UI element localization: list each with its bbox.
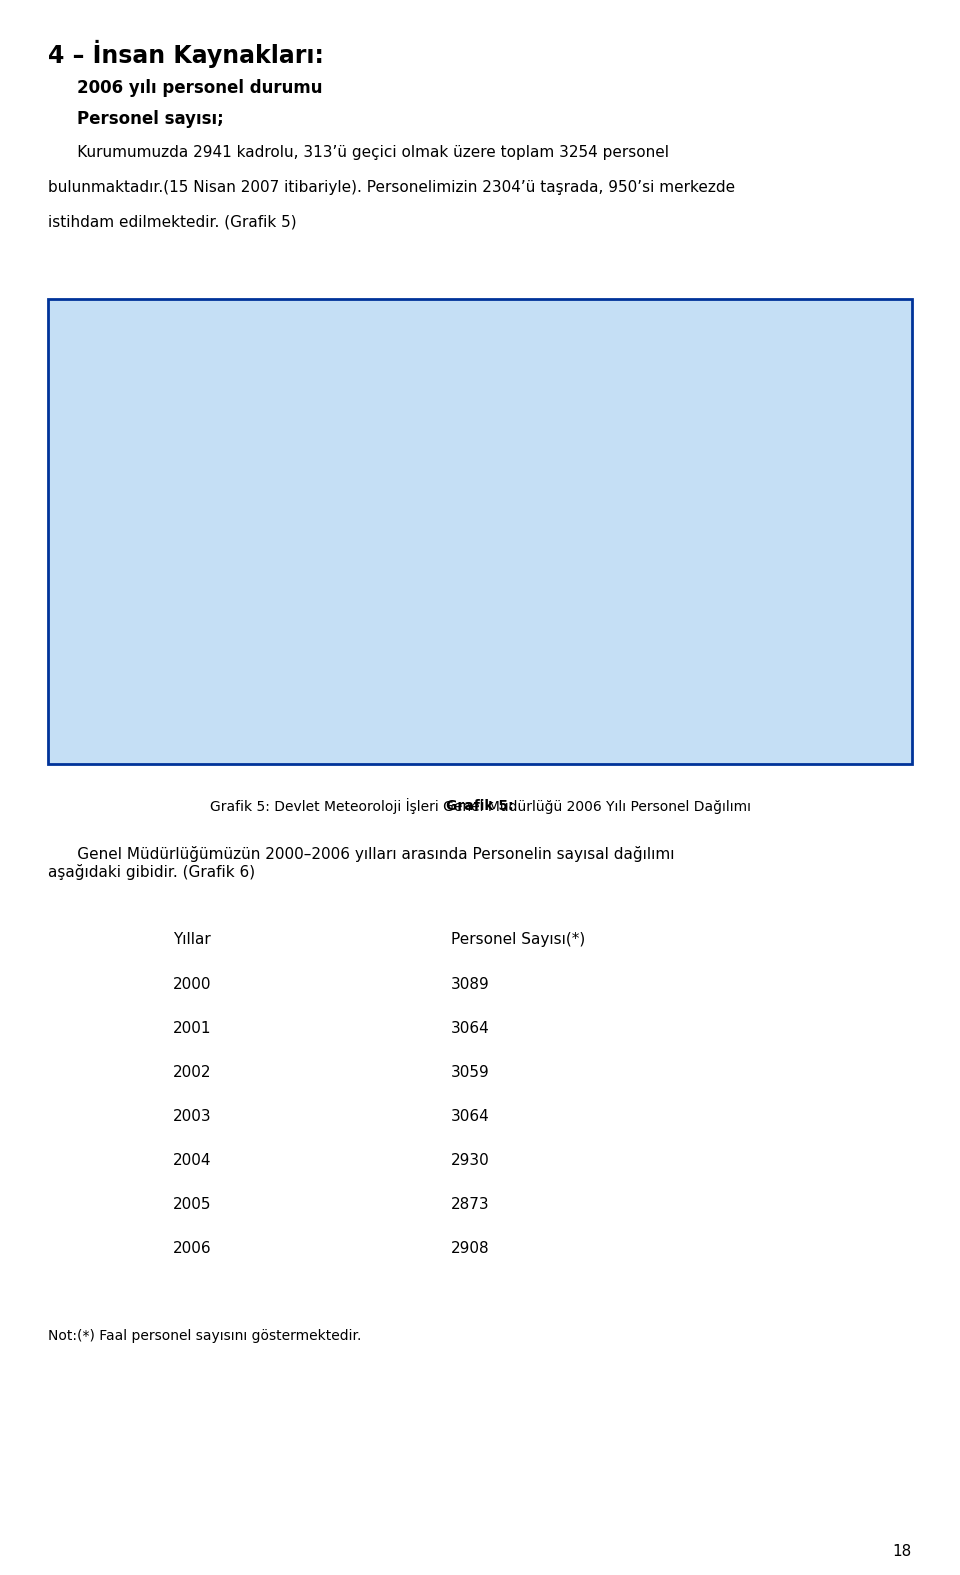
Bar <box>304 554 458 677</box>
Bar <box>381 554 394 677</box>
Bar <box>304 554 317 677</box>
Text: 2304: 2304 <box>617 362 657 376</box>
Bar <box>461 698 494 739</box>
Text: 3089: 3089 <box>451 976 490 992</box>
Text: Kurumumuzda 2941 kadrolu, 313’ü geçici olmak üzere toplam 3254 personel: Kurumumuzda 2941 kadrolu, 313’ü geçici o… <box>48 145 669 161</box>
Bar <box>560 380 573 677</box>
Text: 2930: 2930 <box>451 1153 490 1169</box>
Text: 2002: 2002 <box>173 1065 211 1080</box>
Bar <box>420 554 432 677</box>
Text: 2873: 2873 <box>451 1197 490 1213</box>
Bar <box>675 380 688 677</box>
Text: 4 – İnsan Kaynakları:: 4 – İnsan Kaynakları: <box>48 39 324 68</box>
Bar <box>650 380 662 677</box>
Bar <box>636 380 650 677</box>
Text: 2003: 2003 <box>173 1109 211 1125</box>
Text: Personel sayısı;: Personel sayısı; <box>77 110 224 128</box>
Text: 2000: 2000 <box>173 976 211 992</box>
Text: 2006: 2006 <box>173 1241 211 1257</box>
Text: Merkez: Merkez <box>278 712 323 724</box>
Polygon shape <box>202 677 880 698</box>
Text: istihdam edilmektedir. (Grafik 5): istihdam edilmektedir. (Grafik 5) <box>48 214 297 230</box>
Text: 3064: 3064 <box>451 1021 490 1036</box>
Text: Personel Sayısı(*): Personel Sayısı(*) <box>451 932 586 948</box>
Text: 18: 18 <box>893 1544 912 1559</box>
Bar <box>573 380 586 677</box>
Text: 2005: 2005 <box>173 1197 211 1213</box>
Text: bulunmaktadır.(15 Nisan 2007 itibariyle). Personelimizin 2304’ü taşrada, 950’si : bulunmaktadır.(15 Nisan 2007 itibariyle)… <box>48 180 735 195</box>
Bar <box>701 380 713 677</box>
Bar <box>662 380 675 677</box>
Text: Grafik 5: Devlet Meteoroloji İşleri Genel Müdürlüğü 2006 Yılı Personel Dağılımı: Grafik 5: Devlet Meteoroloji İşleri Gene… <box>209 799 751 814</box>
Text: Taşra: Taşra <box>504 712 537 724</box>
Y-axis label: Personel Sayısı: Personel Sayısı <box>64 463 78 569</box>
Text: Genel Müdürlüğümüzün 2000–2006 yılları arasında Personelin sayısal dağılımı
aşağ: Genel Müdürlüğümüzün 2000–2006 yılları a… <box>48 846 675 880</box>
Bar <box>432 554 444 677</box>
Text: 2001: 2001 <box>173 1021 211 1036</box>
Bar <box>317 554 329 677</box>
Text: Not:(*) Faal personel sayısını göstermektedir.: Not:(*) Faal personel sayısını göstermek… <box>48 1329 361 1343</box>
Bar <box>612 380 624 677</box>
Bar <box>394 554 406 677</box>
Text: 2006 yılı personel durumu: 2006 yılı personel durumu <box>77 79 323 96</box>
Bar <box>444 554 458 677</box>
Bar <box>406 554 420 677</box>
Text: 950: 950 <box>367 537 396 551</box>
Text: 3064: 3064 <box>451 1109 490 1125</box>
Text: 3059: 3059 <box>451 1065 490 1080</box>
Text: Yıllar: Yıllar <box>173 932 210 948</box>
Text: 2004: 2004 <box>173 1153 211 1169</box>
Text: 2908: 2908 <box>451 1241 490 1257</box>
Bar <box>624 380 636 677</box>
Text: Grafik 5:: Grafik 5: <box>446 799 514 813</box>
Bar <box>586 380 598 677</box>
Bar <box>235 698 269 739</box>
Title: 2006 Yılı Personel Dağılımı: 2006 Yılı Personel Dağılımı <box>373 329 644 346</box>
Bar <box>598 380 612 677</box>
Bar <box>560 380 713 677</box>
Bar <box>355 554 368 677</box>
Bar <box>688 380 701 677</box>
Bar <box>368 554 381 677</box>
Bar <box>329 554 343 677</box>
Bar <box>343 554 355 677</box>
